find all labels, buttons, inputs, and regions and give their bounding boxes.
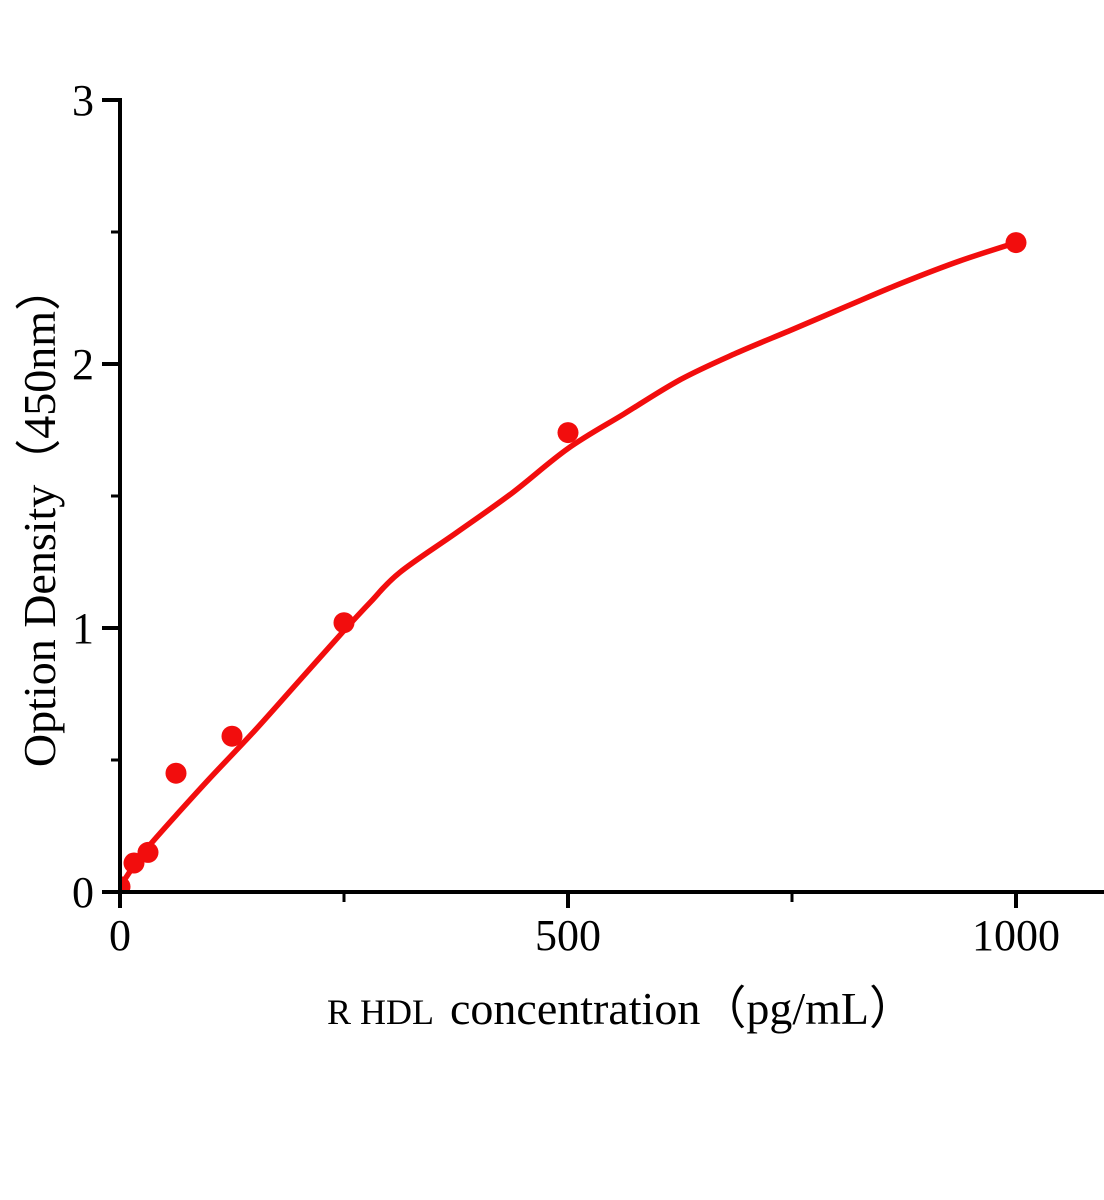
data-point — [1005, 232, 1027, 254]
data-point — [137, 841, 159, 863]
data-point — [121, 876, 131, 891]
y-tick-label: 3 — [72, 76, 94, 125]
y-tick-label: 2 — [72, 340, 94, 389]
x-tick-label: 0 — [109, 911, 131, 960]
y-axis-title: Option Density（450nm） — [3, 265, 69, 767]
x-axis-title: R HDL concentration（pg/mL） — [327, 972, 915, 1038]
data-point — [221, 725, 243, 747]
data-point — [557, 422, 579, 444]
data-point — [165, 762, 187, 784]
y-axis-title-text: Option Density（450nm） — [14, 264, 65, 768]
y-tick-label: 1 — [72, 604, 94, 653]
x-axis-title-main: concentration（pg/mL） — [450, 983, 915, 1034]
x-tick-label: 1000 — [972, 911, 1060, 960]
y-tick-label: 0 — [72, 868, 94, 917]
series-group — [121, 232, 1027, 891]
x-axis-title-prefix: R HDL — [327, 992, 434, 1032]
fitted-curve — [121, 239, 1019, 890]
x-tick-label: 500 — [535, 911, 601, 960]
axes-group: 0 500 1000 0 1 2 3 — [72, 76, 1104, 960]
data-point — [333, 612, 355, 634]
